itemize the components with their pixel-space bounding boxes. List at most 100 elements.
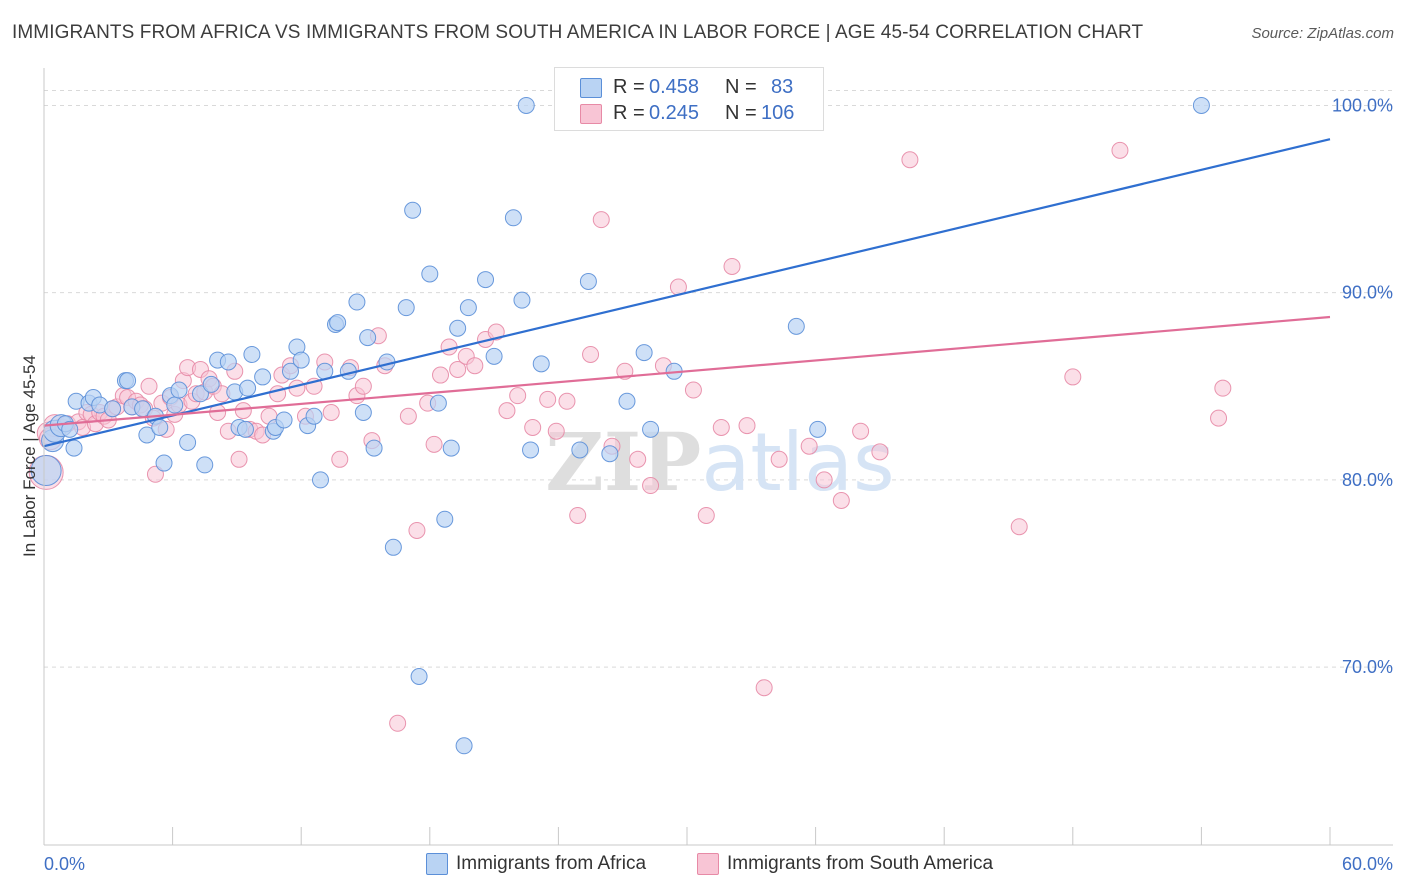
n-value: 83: [771, 76, 794, 98]
africa-point: [787, 317, 805, 335]
south-america-point: [146, 465, 164, 483]
south-america-point: [592, 211, 610, 229]
y-tick-label-100: 100.0%: [1332, 95, 1393, 115]
africa-point: [485, 347, 503, 365]
south-america-point: [642, 477, 660, 495]
africa-point: [532, 355, 550, 373]
south-america-point: [1064, 368, 1082, 386]
africa-swatch-icon: [580, 78, 602, 98]
africa-legend-icon: [426, 853, 448, 875]
africa-point: [397, 299, 415, 317]
trend-line-africa: [43, 138, 1331, 448]
africa-point: [635, 344, 653, 362]
south-america-point: [399, 407, 417, 425]
x-tick-label-max: 60.0%: [1342, 854, 1393, 874]
africa-point: [61, 420, 79, 438]
africa-point: [179, 433, 197, 451]
south-america-point: [712, 418, 730, 436]
r-value: 0.245: [649, 102, 700, 124]
source-attribution: Source: ZipAtlas.com: [1251, 25, 1394, 42]
south-america-point: [322, 404, 340, 422]
y-tick-label-70: 70.0%: [1342, 657, 1393, 677]
africa-point: [359, 329, 377, 347]
africa-point: [459, 299, 477, 317]
africa-point: [455, 737, 473, 755]
axes: [43, 68, 1393, 846]
africa-point: [155, 454, 173, 472]
south-america-point: [432, 366, 450, 384]
africa-point: [449, 319, 467, 337]
africa-point: [601, 445, 619, 463]
south-america-point: [354, 377, 372, 395]
south-america-point: [815, 471, 833, 489]
africa-point: [642, 420, 660, 438]
n-label: N =: [725, 76, 757, 98]
south-america-point: [1111, 141, 1129, 159]
r-value: 0.458: [649, 76, 700, 98]
south-america-point: [1210, 409, 1228, 427]
south-america-point: [498, 402, 516, 420]
africa-point: [292, 351, 310, 369]
africa-point: [243, 345, 261, 363]
africa-point: [404, 201, 422, 219]
y-tick-label-90: 90.0%: [1342, 283, 1393, 303]
africa-point: [436, 510, 454, 528]
africa-point: [329, 314, 347, 332]
south-america-point: [629, 450, 647, 468]
africa-point: [275, 411, 293, 429]
south-america-point: [755, 679, 773, 697]
africa-point: [504, 209, 522, 227]
south-america-point: [547, 422, 565, 440]
africa-point: [354, 404, 372, 422]
n-value: 106: [761, 102, 795, 124]
trend-line-south-america: [43, 315, 1331, 427]
africa-point: [138, 426, 156, 444]
africa-point: [410, 667, 428, 685]
africa-point: [191, 385, 209, 403]
africa-point: [421, 265, 439, 283]
africa-point: [239, 379, 257, 397]
south-america-point: [524, 418, 542, 436]
south-america-point: [440, 338, 458, 356]
south-america-point: [723, 257, 741, 275]
africa-point: [579, 272, 597, 290]
south-america-point: [449, 360, 467, 378]
south-america-point: [582, 345, 600, 363]
africa-point: [151, 418, 169, 436]
south-america-point: [684, 381, 702, 399]
africa-point: [348, 293, 366, 311]
correlation-legend: R = 0.458 N = 83 R = 0.245 N = 106: [554, 67, 824, 131]
n-label: N =: [725, 102, 757, 124]
africa-point: [1192, 96, 1210, 114]
south-america-point: [901, 151, 919, 169]
africa-point: [429, 394, 447, 412]
south-america-point: [800, 437, 818, 455]
south-america-point: [1214, 379, 1232, 397]
south-america-swatch-icon: [580, 104, 602, 124]
south-america-point: [487, 323, 505, 341]
south-america-point: [234, 402, 252, 420]
south-america-point: [509, 387, 527, 405]
africa-point: [618, 392, 636, 410]
south-america-point: [569, 506, 587, 524]
africa-point: [305, 407, 323, 425]
africa-point: [196, 456, 214, 474]
series-legend: Immigrants from Africa Immigrants from S…: [0, 852, 1406, 878]
south-america-point: [230, 450, 248, 468]
south-america-point: [1010, 518, 1028, 536]
south-america-point: [871, 443, 889, 461]
points-africa: [30, 96, 1210, 755]
south-america-point: [389, 714, 407, 732]
africa-point: [236, 420, 254, 438]
chart-title: IMMIGRANTS FROM AFRICA VS IMMIGRANTS FRO…: [12, 22, 1144, 43]
africa-point: [65, 439, 83, 457]
africa-point: [30, 455, 62, 487]
south-america-point: [738, 417, 756, 435]
south-america-point: [331, 450, 349, 468]
africa-point: [166, 396, 184, 414]
south-america-point: [539, 390, 557, 408]
south-america-point: [425, 435, 443, 453]
africa-point: [809, 420, 827, 438]
africa-point: [442, 439, 460, 457]
